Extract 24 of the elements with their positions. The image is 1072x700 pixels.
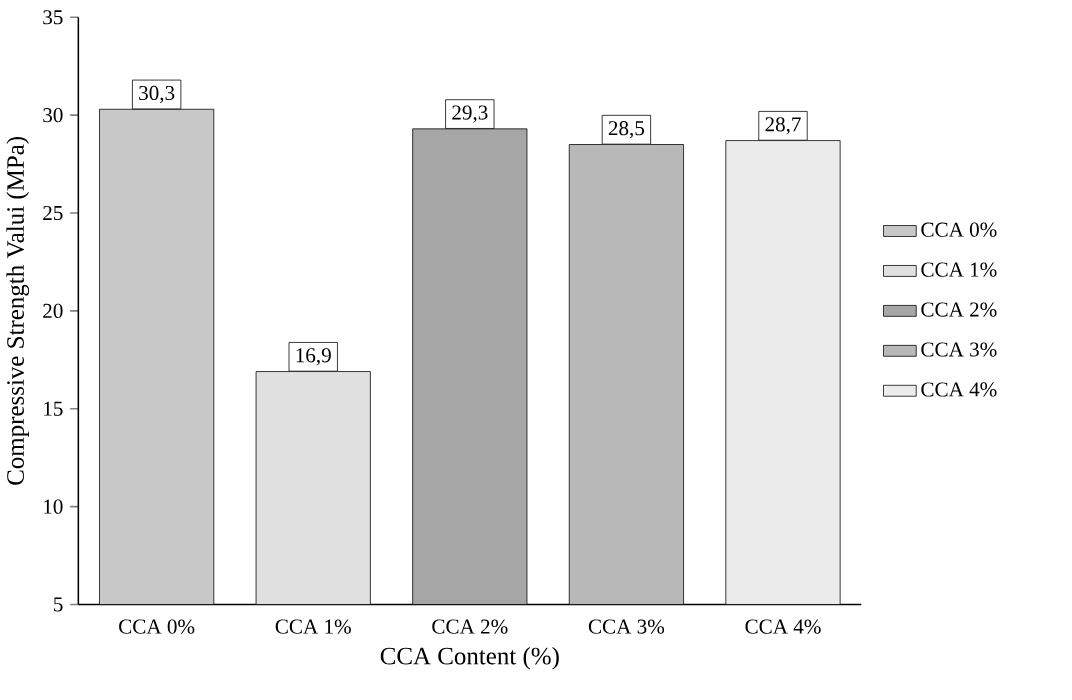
data-label: 29,3 [452, 105, 488, 123]
y-tick-label: 35 [43, 9, 63, 25]
data-label: 28,5 [608, 120, 645, 139]
data-label: 16,9 [296, 347, 331, 366]
x-tick-label: CCA 1% [275, 619, 351, 634]
x-tick-label: CCA 4% [745, 619, 821, 634]
legend-label: CCA 2% [921, 302, 997, 317]
x-tick-label: CCA 0% [119, 619, 195, 634]
y-tick-label: 25 [43, 205, 63, 220]
y-tick-label: 10 [44, 499, 63, 514]
y-axis-title: Compressive Strength Valui (MPa) [6, 136, 30, 485]
x-tick-label: CCA 2% [432, 619, 508, 634]
legend-label: CCA 1% [921, 262, 997, 277]
y-tick-label: 30 [43, 107, 63, 123]
data-label: 30,3 [139, 85, 175, 103]
y-tick-label: 15 [44, 401, 63, 416]
legend-label: CCA 3% [921, 342, 997, 357]
y-tick-label: 20 [43, 303, 63, 318]
data-label: 28,7 [765, 116, 801, 135]
x-tick-label: CCA 3% [588, 619, 665, 634]
x-axis-title: CCA Content (%) [380, 646, 559, 670]
y-tick-label: 5 [54, 597, 63, 612]
legend-label: CCA 0% [921, 222, 997, 237]
legend-label: CCA 4% [921, 382, 997, 397]
